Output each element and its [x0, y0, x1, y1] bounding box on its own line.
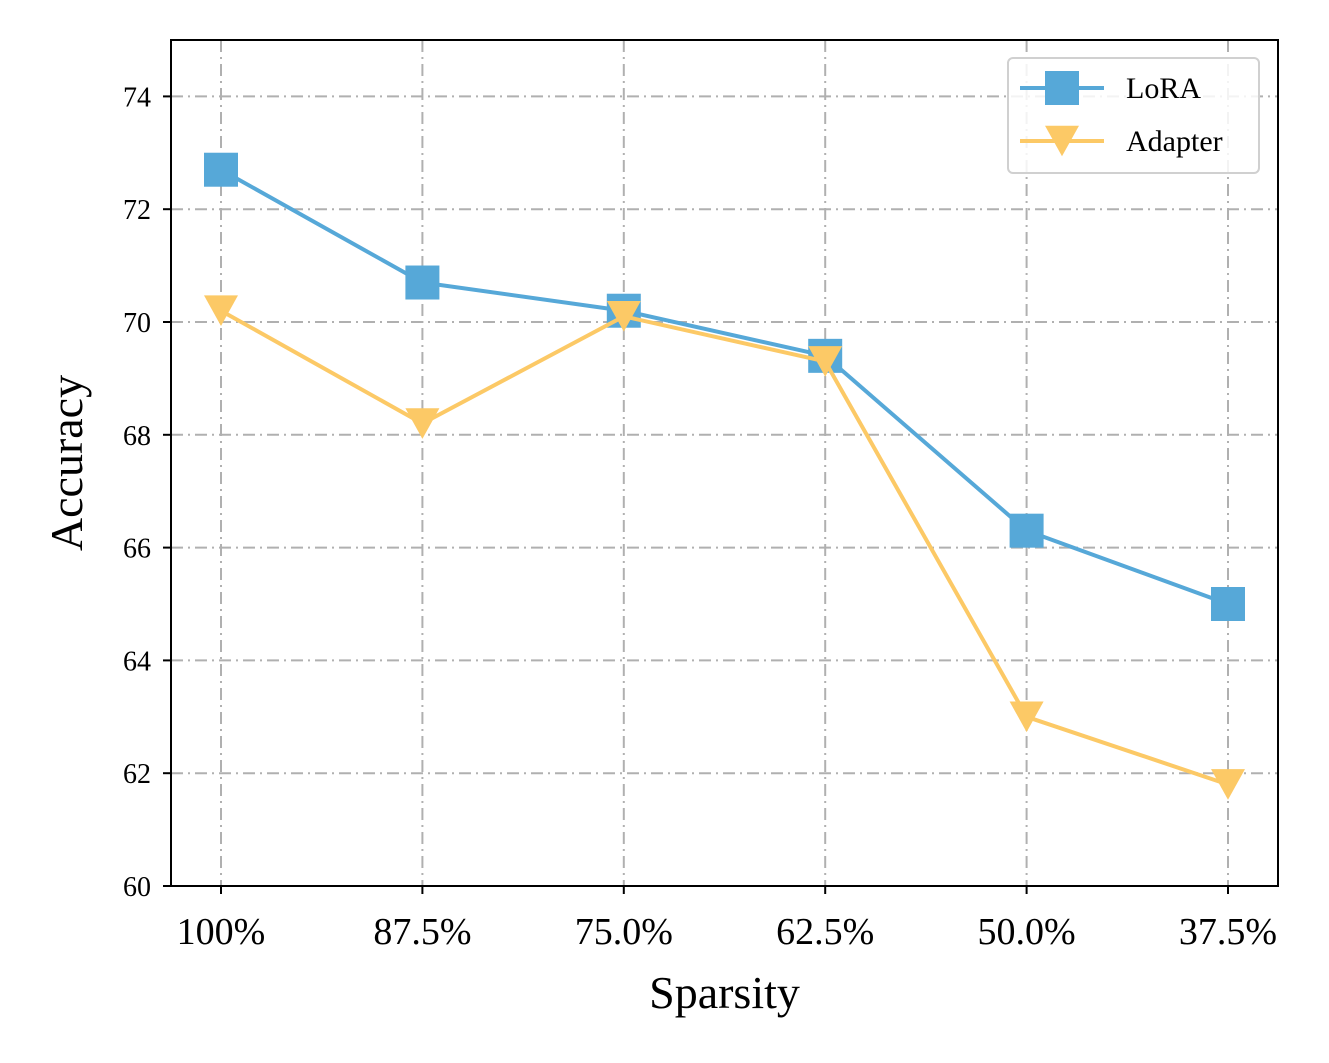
y-tick-label: 72	[123, 195, 151, 226]
adapter-point	[204, 295, 238, 327]
y-tick-label: 60	[123, 872, 151, 903]
adapter-point	[1211, 769, 1245, 800]
y-tick-label: 64	[123, 646, 151, 677]
x-tick-label: 62.5%	[776, 911, 874, 953]
x-axis-title: Sparsity	[649, 967, 800, 1018]
y-tick-label: 66	[123, 534, 151, 565]
x-tick-label: 75.0%	[575, 911, 673, 953]
y-axis-title: Accuracy	[41, 375, 92, 551]
ticks-layer: 100% 87.5% 75.0% 62.5% 50.0% 37.5% 60 62 64 66 68 7…	[123, 82, 1277, 953]
legend-entries: LoRA Adapter	[1020, 71, 1223, 158]
x-tick-label: 87.5%	[373, 911, 471, 953]
lora-line	[220, 167, 1229, 606]
legend-label-lora: LoRA	[1126, 72, 1201, 105]
lora-point	[1009, 513, 1044, 548]
series-lora	[204, 152, 1245, 621]
adapter-line	[220, 308, 1229, 787]
lora-point	[1211, 587, 1245, 621]
legend-marker-adapter	[1045, 125, 1079, 157]
adapter-point	[808, 346, 843, 377]
y-tick-label: 70	[123, 308, 151, 339]
legend-item-adapter: Adapter	[1020, 125, 1223, 158]
x-tick-label: 100%	[177, 911, 266, 953]
adapter-point	[1009, 701, 1044, 733]
legend-label-adapter: Adapter	[1126, 125, 1223, 158]
series-layer	[204, 152, 1245, 800]
adapter-point	[405, 408, 440, 439]
x-tick-label: 50.0%	[978, 911, 1076, 953]
plot-frame	[170, 39, 1279, 887]
y-tick-label: 68	[123, 421, 151, 452]
x-tick-label: 37.5%	[1179, 911, 1277, 953]
series-adapter	[204, 295, 1245, 800]
y-tick-label: 62	[123, 759, 151, 790]
legend-item-lora: LoRA	[1020, 71, 1201, 105]
legend-marker-lora	[1045, 71, 1079, 105]
y-tick-label: 74	[123, 82, 151, 113]
lora-point	[405, 265, 440, 300]
legend: LoRA Adapter	[1007, 57, 1260, 174]
lora-point	[204, 152, 238, 187]
adapter-point	[606, 301, 641, 332]
